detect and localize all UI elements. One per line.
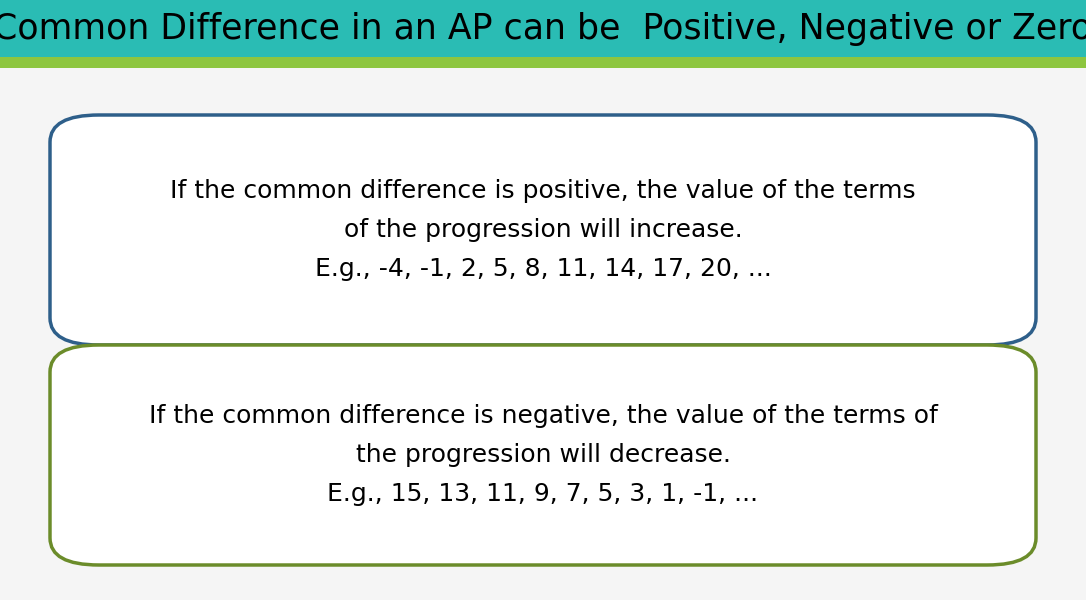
Bar: [0, 57, 1086, 68]
Text: of the progression will increase.: of the progression will increase.: [343, 218, 743, 242]
Text: If the common difference is positive, the value of the terms: If the common difference is positive, th…: [171, 179, 915, 203]
Text: E.g., 15, 13, 11, 9, 7, 5, 3, 1, -1, ...: E.g., 15, 13, 11, 9, 7, 5, 3, 1, -1, ...: [328, 482, 758, 506]
Text: E.g., -4, -1, 2, 5, 8, 11, 14, 17, 20, ...: E.g., -4, -1, 2, 5, 8, 11, 14, 17, 20, .…: [315, 257, 771, 281]
Text: Common Difference in an AP can be  Positive, Negative or Zero: Common Difference in an AP can be Positi…: [0, 11, 1086, 46]
FancyBboxPatch shape: [50, 345, 1036, 565]
Text: the progression will decrease.: the progression will decrease.: [355, 443, 731, 467]
Bar: [0, 0, 1086, 57]
FancyBboxPatch shape: [50, 115, 1036, 345]
Text: If the common difference is negative, the value of the terms of: If the common difference is negative, th…: [149, 404, 937, 428]
